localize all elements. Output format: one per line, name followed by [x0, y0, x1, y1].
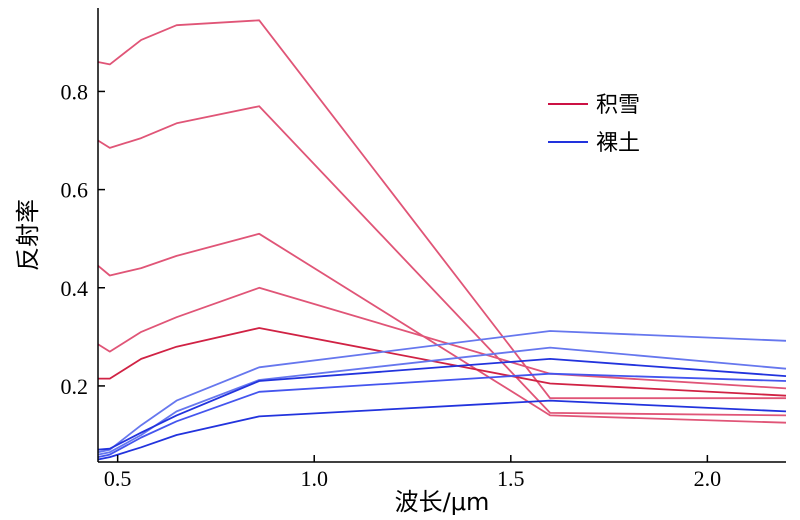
- x-tick-label: 2.0: [694, 466, 722, 491]
- soil-series-line-7: [97, 346, 787, 456]
- legend: 积雪 裸土: [548, 93, 640, 156]
- snow-series-line-3: [97, 232, 787, 424]
- snow-series-line-4: [97, 286, 787, 390]
- y-tick-label: 0.2: [61, 374, 89, 399]
- y-axis-title: 反射率: [14, 199, 42, 271]
- y-tick-label: 0.6: [61, 178, 89, 203]
- x-tick-label: 1.0: [300, 466, 328, 491]
- x-tick-label: 0.5: [104, 466, 132, 491]
- x-tick-label: 1.5: [497, 466, 525, 491]
- soil-series-line-10: [97, 399, 787, 461]
- snow-series-line-1: [97, 19, 786, 400]
- soil-series-line-9: [97, 372, 787, 458]
- y-tick-label: 0.4: [61, 276, 89, 301]
- series-layer: [97, 19, 787, 461]
- y-tick-label: 0.8: [61, 79, 89, 104]
- legend-label-snow: 积雪: [596, 93, 640, 118]
- soil-series-line-6: [97, 330, 787, 454]
- snow-series-line-5: [98, 327, 787, 397]
- tick-layer: 0.5 1.0 1.5 2.0 0.2 0.4 0.6 0.8: [61, 79, 722, 491]
- x-axis-title: 波长/μm: [395, 488, 490, 516]
- legend-label-soil: 裸土: [596, 131, 640, 156]
- soil-series-line-8: [97, 357, 787, 451]
- snow-series-line-2: [97, 105, 787, 417]
